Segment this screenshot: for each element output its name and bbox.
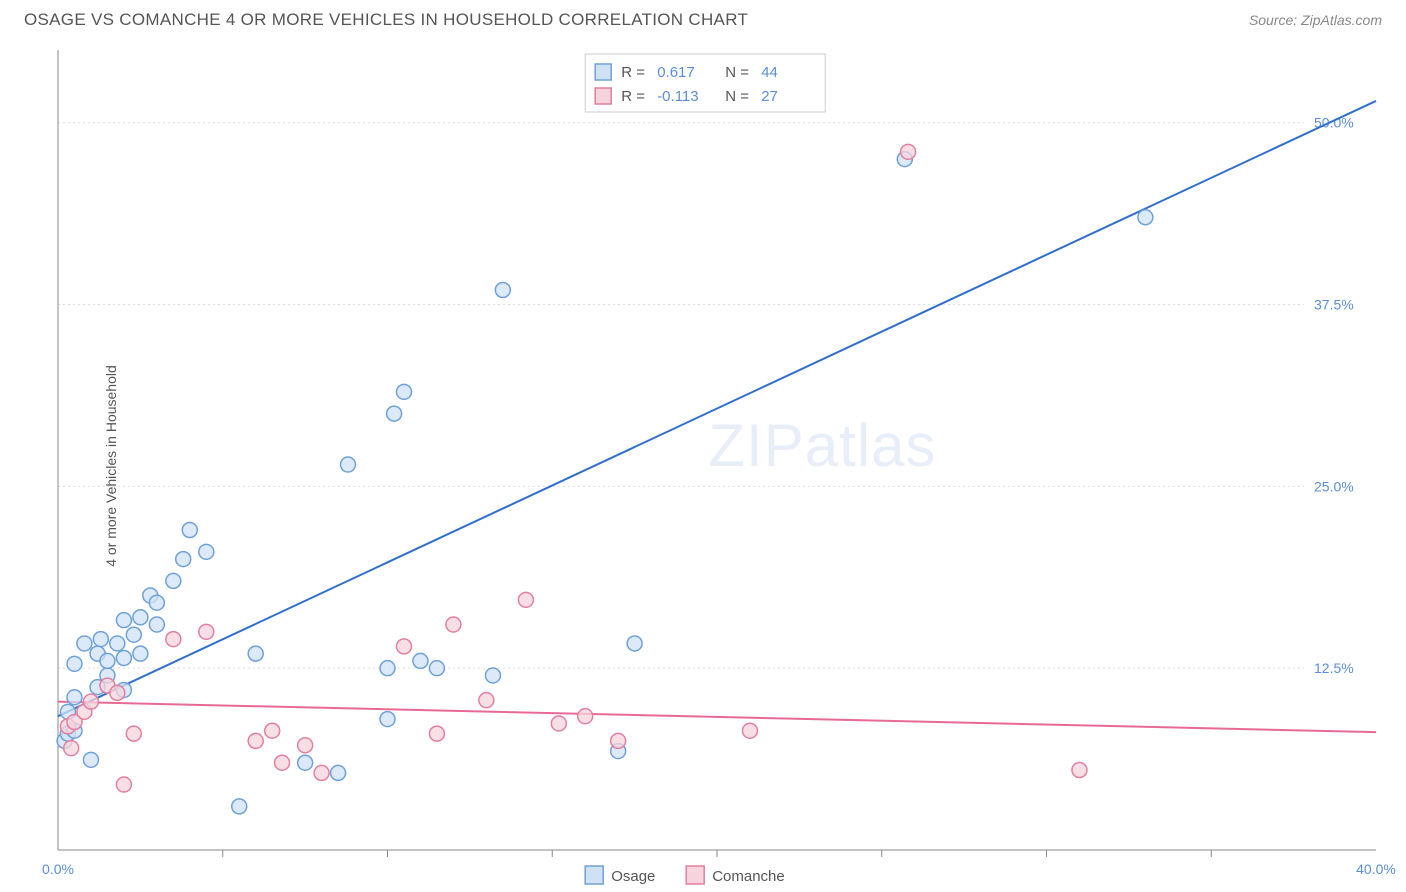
- legend-n-label: N =: [725, 64, 749, 81]
- scatter-point: [429, 726, 444, 741]
- header: OSAGE VS COMANCHE 4 OR MORE VEHICLES IN …: [0, 0, 1406, 34]
- y-axis-label: 4 or more Vehicles in Household: [103, 365, 119, 567]
- legend-series-label: Osage: [611, 868, 655, 885]
- legend-swatch: [585, 866, 603, 884]
- scatter-point: [298, 738, 313, 753]
- legend-n-label: N =: [725, 88, 749, 105]
- scatter-point: [110, 636, 125, 651]
- x-tick-label: 0.0%: [42, 861, 74, 877]
- scatter-point: [199, 624, 214, 639]
- scatter-point: [396, 384, 411, 399]
- legend-series-label: Comanche: [712, 868, 785, 885]
- scatter-point: [77, 636, 92, 651]
- scatter-point: [611, 733, 626, 748]
- plot-area: 4 or more Vehicles in Household ZIPatlas…: [0, 40, 1406, 892]
- legend-r-value: -0.113: [657, 88, 698, 105]
- y-tick-label: 25.0%: [1314, 478, 1354, 494]
- scatter-point: [64, 741, 79, 756]
- chart-title: OSAGE VS COMANCHE 4 OR MORE VEHICLES IN …: [24, 10, 748, 30]
- scatter-point: [387, 406, 402, 421]
- scatter-point: [901, 144, 916, 159]
- scatter-point: [380, 661, 395, 676]
- scatter-point: [331, 765, 346, 780]
- scatter-point: [248, 733, 263, 748]
- scatter-point: [479, 693, 494, 708]
- scatter-point: [110, 685, 125, 700]
- scatter-point: [166, 632, 181, 647]
- scatter-plot-svg: ZIPatlas 0.0% 40.0% 25.0% 50.0% 12.5% 37.5% R =…: [0, 40, 1406, 892]
- scatter-point: [446, 617, 461, 632]
- scatter-point: [1138, 210, 1153, 225]
- scatter-point: [314, 765, 329, 780]
- legend-n-value: 27: [761, 88, 778, 105]
- scatter-point: [93, 632, 108, 647]
- scatter-point: [551, 716, 566, 731]
- y-tick-label: 12.5%: [1314, 660, 1354, 676]
- scatter-point: [176, 552, 191, 567]
- trend-line: [58, 101, 1376, 716]
- scatter-point: [298, 755, 313, 770]
- y-tick-label: 50.0%: [1314, 115, 1354, 131]
- scatter-point: [413, 653, 428, 668]
- scatter-point: [83, 752, 98, 767]
- scatter-point: [380, 712, 395, 727]
- scatter-point: [126, 726, 141, 741]
- scatter-point: [742, 723, 757, 738]
- legend-r-label: R =: [621, 88, 645, 105]
- series-legend: Osage Comanche: [585, 866, 785, 885]
- scatter-point: [116, 613, 131, 628]
- scatter-point: [67, 656, 82, 671]
- y-tick-label: 37.5%: [1314, 297, 1354, 313]
- scatter-point: [182, 523, 197, 538]
- scatter-point: [248, 646, 263, 661]
- scatter-point: [485, 668, 500, 683]
- legend-swatch: [595, 88, 611, 104]
- legend-swatch: [686, 866, 704, 884]
- chart-container: OSAGE VS COMANCHE 4 OR MORE VEHICLES IN …: [0, 0, 1406, 892]
- scatter-point: [627, 636, 642, 651]
- scatter-point: [265, 723, 280, 738]
- x-tick-label: 40.0%: [1356, 861, 1396, 877]
- scatter-point: [166, 573, 181, 588]
- scatter-point: [495, 283, 510, 298]
- scatter-point: [518, 592, 533, 607]
- legend-swatch: [595, 64, 611, 80]
- legend-n-value: 44: [761, 64, 778, 81]
- scatter-point: [100, 653, 115, 668]
- legend-r-value: 0.617: [657, 64, 695, 81]
- scatter-point: [67, 690, 82, 705]
- scatter-point: [149, 595, 164, 610]
- scatter-point: [126, 627, 141, 642]
- scatter-point: [149, 617, 164, 632]
- scatter-point: [133, 610, 148, 625]
- watermark-text: ZIPatlas: [708, 412, 936, 479]
- scatter-point: [340, 457, 355, 472]
- source-label: Source: ZipAtlas.com: [1249, 12, 1382, 28]
- scatter-point: [116, 777, 131, 792]
- legend-r-label: R =: [621, 64, 645, 81]
- scatter-point: [232, 799, 247, 814]
- scatter-point: [429, 661, 444, 676]
- scatter-point: [578, 709, 593, 724]
- scatter-point: [396, 639, 411, 654]
- scatter-point: [275, 755, 290, 770]
- scatter-point: [199, 544, 214, 559]
- scatter-point: [1072, 763, 1087, 778]
- trend-line: [58, 702, 1376, 733]
- scatter-point: [83, 694, 98, 709]
- scatter-point: [116, 651, 131, 666]
- scatter-point: [133, 646, 148, 661]
